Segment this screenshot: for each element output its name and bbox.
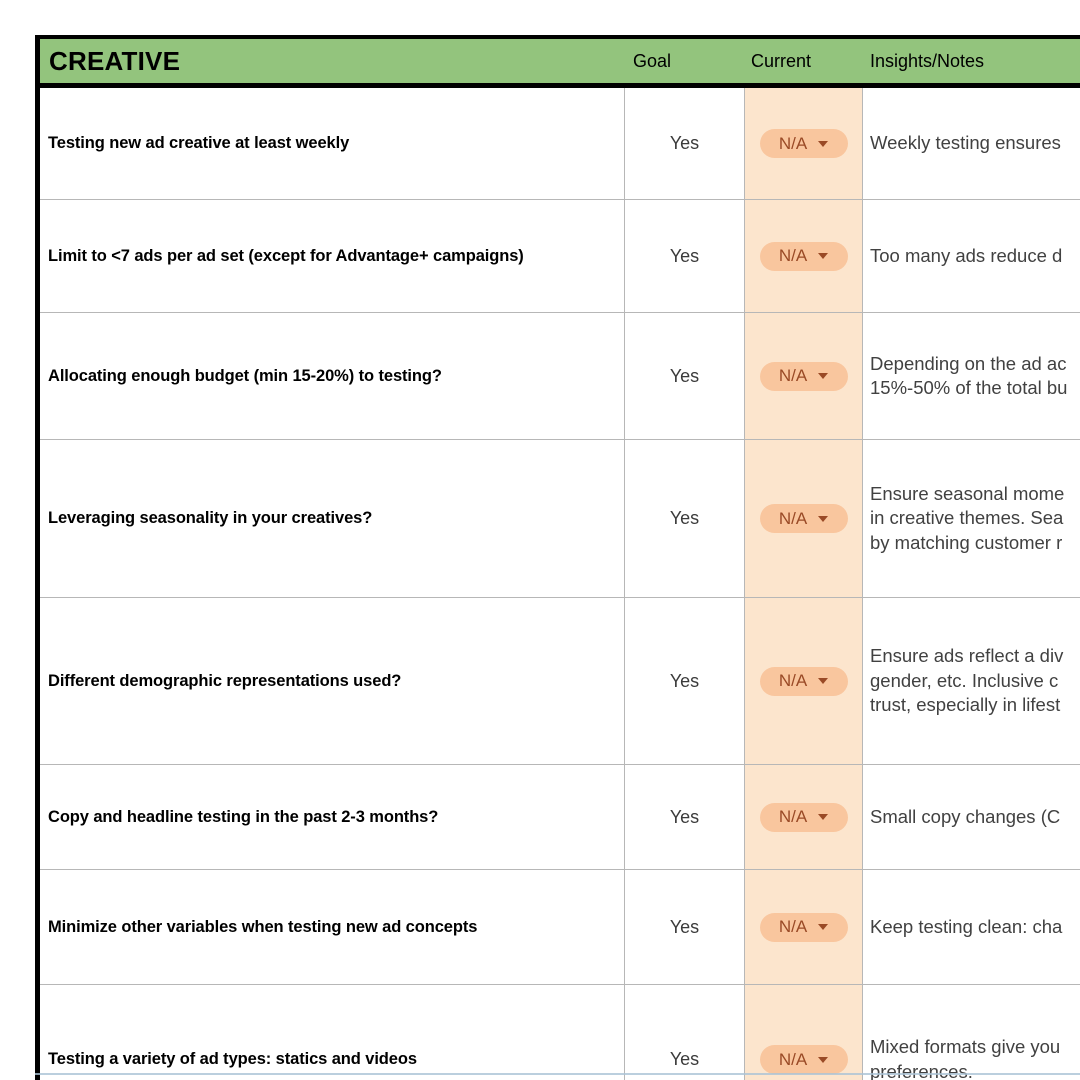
column-header-insights-notes: Insights/Notes [870,50,985,71]
cell-current[interactable]: N/A [745,200,863,312]
current-status-dropdown[interactable]: N/A [759,666,848,696]
dropdown-caret-icon [818,924,829,930]
notes-text: Small copy changes (C [870,805,1061,827]
cell-goal[interactable]: Yes [625,765,745,869]
check-item-label: Different demographic representations us… [48,671,402,690]
column-header-goal: Goal [633,50,672,71]
cell-goal[interactable]: Yes [625,870,745,984]
cell-current[interactable]: N/A [745,985,863,1080]
cell-current[interactable]: N/A [745,765,863,869]
dropdown-caret-icon [818,1056,829,1063]
goal-value: Yes [669,508,700,528]
cell-goal[interactable]: Yes [625,200,745,312]
cell-insights-notes[interactable]: Ensure seasonal mome in creative themes.… [863,440,1080,597]
table-row: Different demographic representations us… [40,598,1080,765]
current-status-dropdown[interactable]: N/A [759,361,848,391]
goal-value: Yes [669,1049,700,1069]
cell-check-item[interactable]: Minimize other variables when testing ne… [40,870,625,984]
check-item-label: Copy and headline testing in the past 2-… [48,807,439,826]
table-row: Minimize other variables when testing ne… [40,870,1080,985]
notes-text: Keep testing clean: cha [870,915,1063,937]
goal-value: Yes [669,365,700,386]
cell-goal[interactable]: Yes [625,985,745,1080]
notes-text: Depending on the ad ac 15%-50% of the to… [870,352,1068,399]
dropdown-caret-icon [818,515,829,522]
goal-value: Yes [669,806,700,827]
cell-check-item[interactable]: Testing new ad creative at least weekly [40,88,625,199]
current-status-dropdown[interactable]: N/A [759,1045,848,1074]
creative-checklist-table: CREATIVE Goal Current Insights/Notes Tes… [35,35,1080,1080]
table-row: Leveraging seasonality in your creatives… [40,440,1080,598]
cell-current[interactable]: N/A [745,313,863,439]
current-status-dropdown[interactable]: N/A [759,241,848,271]
notes-text: Mixed formats give you preferences. [870,1036,1061,1080]
dropdown-selected-value: N/A [778,133,808,153]
check-item-label: Minimize other variables when testing ne… [48,917,478,936]
dropdown-caret-icon [818,814,829,820]
notes-text: Ensure ads reflect a div gender, etc. In… [870,645,1064,716]
cell-check-item[interactable]: Testing a variety of ad types: statics a… [40,985,625,1080]
table-title: CREATIVE [49,45,181,76]
check-item-label: Allocating enough budget (min 15-20%) to… [48,366,442,385]
cell-check-item[interactable]: Allocating enough budget (min 15-20%) to… [40,313,625,439]
cell-insights-notes[interactable]: Too many ads reduce d [863,200,1080,312]
goal-value: Yes [669,916,700,937]
current-status-dropdown[interactable]: N/A [759,129,848,158]
dropdown-caret-icon [818,140,829,147]
current-status-dropdown[interactable]: N/A [759,504,848,533]
cell-goal[interactable]: Yes [625,598,745,764]
dropdown-caret-icon [818,253,829,259]
cell-goal[interactable]: Yes [625,88,745,199]
table-row: Limit to <7 ads per ad set (except for A… [40,200,1080,313]
check-item-label: Limit to <7 ads per ad set (except for A… [48,246,524,265]
goal-value: Yes [669,133,700,153]
dropdown-selected-value: N/A [778,246,808,265]
goal-value: Yes [669,670,700,691]
cell-current[interactable]: N/A [745,88,863,199]
table-header-row: CREATIVE Goal Current Insights/Notes [40,39,1080,88]
cell-check-item[interactable]: Different demographic representations us… [40,598,625,764]
table-row: Testing a variety of ad types: statics a… [40,985,1080,1080]
cell-check-item[interactable]: Leveraging seasonality in your creatives… [40,440,625,597]
cell-insights-notes[interactable]: Keep testing clean: cha [863,870,1080,984]
dropdown-caret-icon [818,678,829,684]
cell-insights-notes[interactable]: Weekly testing ensures [863,88,1080,199]
cell-insights-notes[interactable]: Depending on the ad ac 15%-50% of the to… [863,313,1080,439]
table-body: Testing new ad creative at least weekly … [40,88,1080,1080]
cell-current[interactable]: N/A [745,440,863,597]
cell-goal[interactable]: Yes [625,313,745,439]
table-row: Copy and headline testing in the past 2-… [40,765,1080,870]
column-header-current: Current [751,50,812,71]
viewport-bottom-edge [35,1073,1080,1075]
dropdown-selected-value: N/A [778,1049,808,1069]
dropdown-selected-value: N/A [778,917,808,936]
notes-text: Ensure seasonal mome in creative themes.… [870,482,1065,553]
cell-insights-notes[interactable]: Mixed formats give you preferences. [863,985,1080,1080]
cell-goal[interactable]: Yes [625,440,745,597]
cell-check-item[interactable]: Copy and headline testing in the past 2-… [40,765,625,869]
current-status-dropdown[interactable]: N/A [759,912,848,942]
cell-check-item[interactable]: Limit to <7 ads per ad set (except for A… [40,200,625,312]
dropdown-selected-value: N/A [778,807,808,826]
cell-current[interactable]: N/A [745,870,863,984]
table-row: Allocating enough budget (min 15-20%) to… [40,313,1080,440]
dropdown-caret-icon [818,373,829,379]
current-status-dropdown[interactable]: N/A [759,802,848,832]
dropdown-selected-value: N/A [778,366,808,385]
check-item-label: Testing new ad creative at least weekly [48,134,350,152]
notes-text: Too many ads reduce d [870,244,1063,266]
dropdown-selected-value: N/A [778,671,808,690]
cell-insights-notes[interactable]: Ensure ads reflect a div gender, etc. In… [863,598,1080,764]
notes-text: Weekly testing ensures [870,132,1061,154]
check-item-label: Leveraging seasonality in your creatives… [48,509,373,527]
goal-value: Yes [669,245,700,266]
dropdown-selected-value: N/A [778,508,808,528]
check-item-label: Testing a variety of ad types: statics a… [48,1050,417,1068]
table-row: Testing new ad creative at least weekly … [40,88,1080,200]
cell-insights-notes[interactable]: Small copy changes (C [863,765,1080,869]
cell-current[interactable]: N/A [745,598,863,764]
